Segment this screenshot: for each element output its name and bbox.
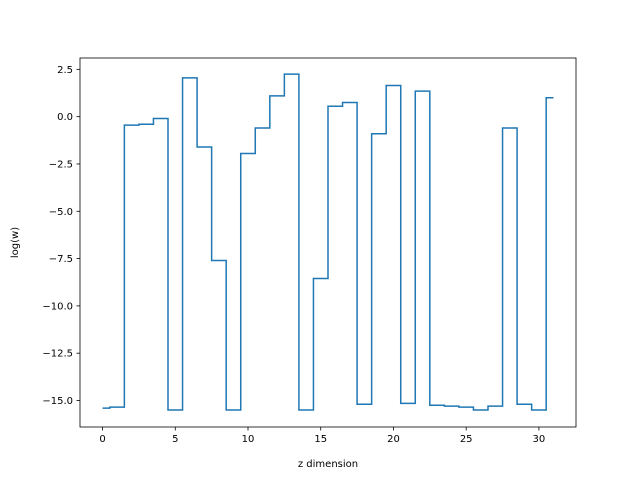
series-step-line (102, 73, 554, 411)
x-tick-label: 25 (460, 434, 473, 445)
y-tick-label: −5.0 (49, 207, 73, 218)
y-tick-label: −15.0 (42, 396, 73, 407)
y-tick-label: −2.5 (49, 159, 73, 170)
x-tick-label: 10 (242, 434, 255, 445)
y-tick-label: 0.0 (57, 112, 73, 123)
x-axis-label: z dimension (298, 459, 358, 470)
x-tick-label: 15 (314, 434, 327, 445)
x-tick-label: 20 (387, 434, 400, 445)
x-axis: 0 5 10 15 20 25 30 (99, 427, 545, 445)
y-axis-label: log(w) (10, 227, 21, 258)
y-tick-label: −7.5 (49, 254, 73, 265)
y-tick-label: −12.5 (42, 349, 73, 360)
x-tick-label: 5 (172, 434, 178, 445)
y-axis: 2.5 0.0 −2.5 −5.0 −7.5 −10.0 −12.5 −15.0 (42, 65, 80, 407)
x-tick-label: 0 (99, 434, 105, 445)
y-tick-label: −10.0 (42, 301, 73, 312)
y-tick-label: 2.5 (57, 65, 73, 76)
x-tick-label: 30 (533, 434, 546, 445)
plot-frame (79, 57, 577, 428)
